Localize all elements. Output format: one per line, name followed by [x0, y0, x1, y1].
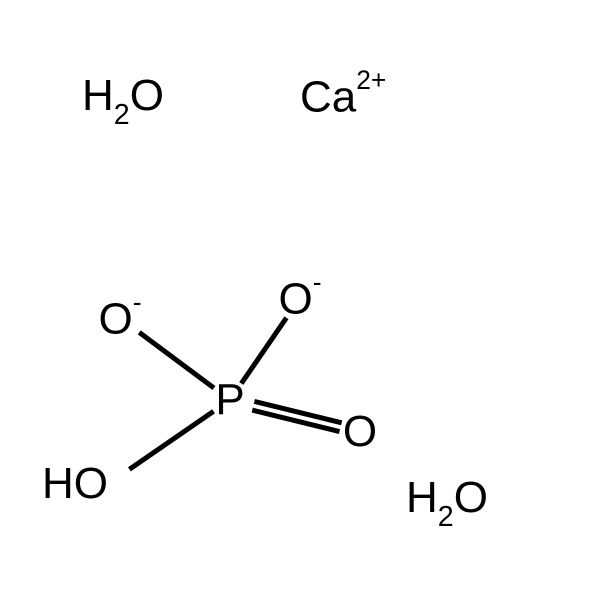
oxygen-anion-right: O- — [278, 276, 321, 322]
phosphorus-center: P — [215, 378, 244, 422]
chemical-structure: H2O Ca2+ O- O- P O HO H2O — [0, 0, 600, 600]
calcium-cation: Ca2+ — [300, 74, 386, 120]
oxygen-anion-left: O- — [98, 296, 141, 342]
hydroxyl-group: HO — [42, 462, 108, 506]
water-top-left: H2O — [82, 74, 164, 125]
water-bottom-right: H2O — [406, 476, 488, 527]
oxygen-double-bond: O — [343, 410, 377, 454]
